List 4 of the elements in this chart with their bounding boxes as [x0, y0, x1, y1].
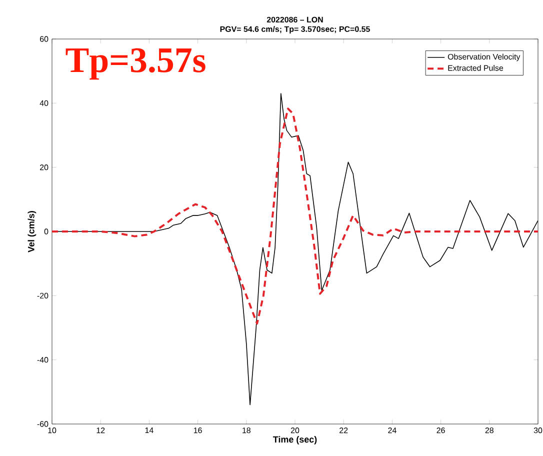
annotation: Tp=3.57s — [66, 48, 206, 80]
line-series — [52, 108, 538, 325]
y-axis-title: Vel (cm/s) — [28, 211, 36, 252]
x-axis-title: Time (sec) — [273, 436, 317, 444]
